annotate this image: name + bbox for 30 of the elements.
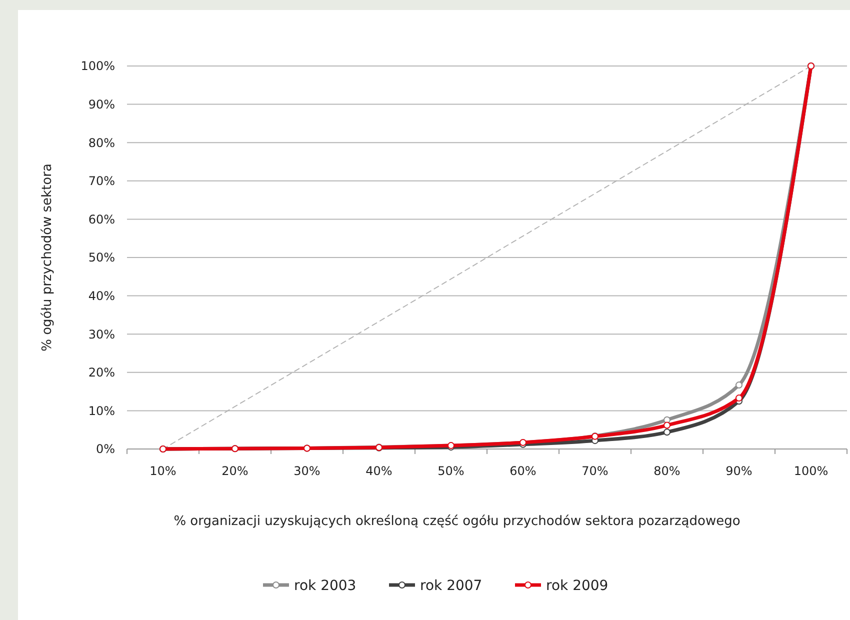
point: [736, 394, 742, 402]
x-axis-title: % organizacji uzyskujących określoną część ogółu przychodów sektora pozarządowego: [174, 514, 740, 529]
y-tick-label: 100%: [80, 59, 115, 74]
y-tick-label: 40%: [88, 289, 115, 303]
point: [664, 422, 670, 429]
x-tick-label: 50%: [438, 464, 464, 478]
x-tick-label: 80%: [654, 464, 680, 478]
legend-label: rok 2003: [294, 578, 356, 594]
x-tick-label: 10%: [150, 464, 176, 478]
x-tick-label: 20%: [222, 464, 248, 478]
y-tick-label: 0%: [96, 442, 115, 456]
y-tick-label: 60%: [88, 212, 115, 226]
x-tick-label: 30%: [294, 464, 320, 478]
y-axis-title: % ogółu przychodów sektora: [40, 164, 55, 352]
legend-label: rok 2009: [546, 578, 608, 594]
x-tick-label: 60%: [510, 464, 536, 478]
y-tick-label: 50%: [88, 250, 115, 265]
point: [736, 382, 742, 389]
legend-label: rok 2007: [420, 578, 482, 594]
x-tick-label: 70%: [582, 464, 608, 478]
y-tick-label: 80%: [88, 136, 115, 150]
x-tick-label: 40%: [366, 464, 392, 478]
y-tick-label: 20%: [88, 366, 115, 380]
x-tick-label: 100%: [794, 464, 828, 478]
point: [664, 428, 670, 436]
y-tick-label: 90%: [88, 98, 115, 112]
y-tick-label: 70%: [88, 174, 115, 188]
y-tick-label: 10%: [88, 404, 115, 418]
x-tick-label: 90%: [726, 464, 752, 478]
y-tick-label: 30%: [88, 327, 115, 342]
